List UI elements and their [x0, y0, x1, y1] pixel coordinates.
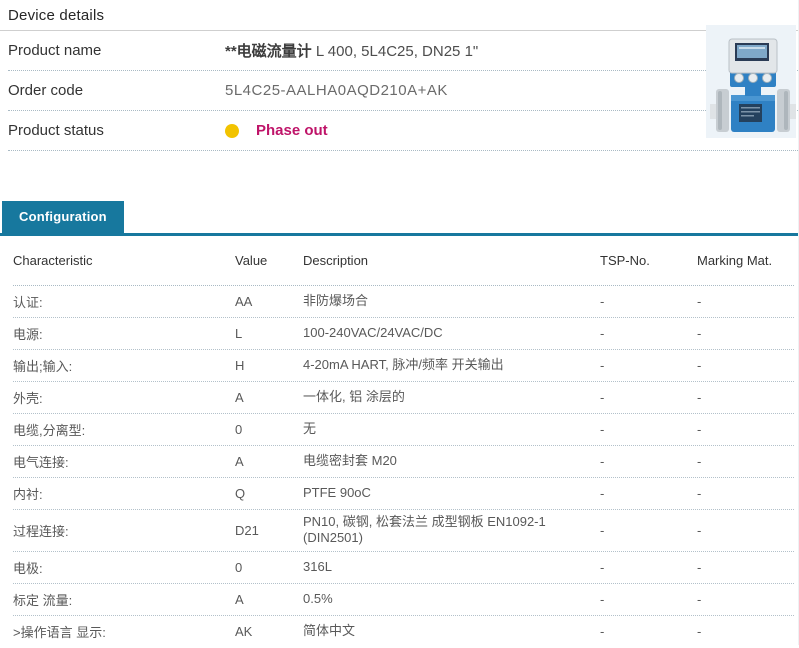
- tab-configuration[interactable]: Configuration: [2, 201, 124, 233]
- cell-marking: -: [697, 624, 702, 639]
- order-code-label: Order code: [8, 82, 84, 99]
- cell-description: 4-20mA HART, 脉冲/频率 开关输出: [303, 357, 504, 373]
- table-row: 认证: AA 非防爆场合 - -: [13, 286, 794, 318]
- cell-marking: -: [697, 591, 702, 607]
- table-header-row: Characteristic Value Description TSP-No.…: [13, 236, 794, 286]
- table-row: 内衬: Q PTFE 90oC - -: [13, 478, 794, 510]
- cell-description: 0.5%: [303, 590, 333, 606]
- cell-characteristic: >操作语言 显示:: [13, 625, 106, 640]
- product-name-value: **电磁流量计 L 400, 5L4C25, DN25 1": [225, 40, 478, 61]
- product-image[interactable]: [706, 25, 796, 138]
- table-row: 电源: L 100-240VAC/24VAC/DC - -: [13, 318, 794, 350]
- header-marking: Marking Mat.: [697, 253, 773, 268]
- cell-description: 316L: [303, 558, 332, 574]
- cell-value: A: [235, 454, 244, 469]
- cell-value: L: [235, 326, 243, 341]
- product-name-bold: **电磁流量计: [225, 43, 312, 60]
- cell-description: PTFE 90oC: [303, 485, 371, 501]
- configuration-table: Characteristic Value Description TSP-No.…: [0, 236, 798, 648]
- table-row: 电缆,分离型: 0 无 - -: [13, 414, 794, 446]
- cell-tsp: -: [600, 422, 605, 437]
- cell-characteristic: 标定 流量:: [13, 592, 73, 608]
- cell-characteristic: 过程连接:: [13, 523, 69, 539]
- cell-tsp: -: [600, 486, 605, 501]
- cell-tsp: -: [600, 390, 605, 405]
- cell-tsp: -: [600, 591, 605, 607]
- cell-value: Q: [235, 486, 246, 501]
- cell-tsp: -: [600, 522, 605, 538]
- cell-value: AK: [235, 624, 253, 639]
- title-divider: [0, 30, 798, 31]
- product-name-label: Product name: [8, 42, 102, 59]
- table-row: >操作语言 显示: AK 简体中文 - -: [13, 616, 794, 648]
- cell-characteristic: 内衬:: [13, 487, 43, 502]
- cell-marking: -: [697, 358, 702, 373]
- cell-value: 0: [235, 559, 243, 575]
- product-name-row: Product name **电磁流量计 L 400, 5L4C25, DN25…: [8, 31, 798, 71]
- header-characteristic: Characteristic: [13, 253, 93, 268]
- tab-bar: Configuration: [0, 201, 798, 236]
- table-row: 电极: 0 316L - -: [13, 552, 794, 584]
- cell-value: 0: [235, 422, 243, 437]
- cell-marking: -: [697, 486, 702, 501]
- product-status-value: Phase out: [225, 122, 328, 139]
- cell-marking: -: [697, 326, 702, 341]
- cell-characteristic: 电极:: [13, 560, 43, 576]
- cell-description: 一体化, 铝 涂层的: [303, 389, 405, 405]
- cell-value: H: [235, 358, 245, 373]
- cell-value: A: [235, 390, 244, 405]
- cell-description: 100-240VAC/24VAC/DC: [303, 325, 443, 341]
- cell-value: AA: [235, 294, 253, 309]
- cell-marking: -: [697, 390, 702, 405]
- cell-description: 简体中文: [303, 623, 356, 639]
- order-code-row: Order code 5L4C25-AALHA0AQD210A+AK: [8, 71, 798, 111]
- product-status-label: Product status: [8, 122, 104, 139]
- cell-marking: -: [697, 522, 702, 538]
- cell-description: 非防爆场合: [303, 293, 369, 309]
- cell-marking: -: [697, 454, 702, 469]
- header-tsp: TSP-No.: [600, 253, 650, 268]
- header-description: Description: [303, 253, 369, 268]
- header-value: Value: [235, 253, 268, 268]
- cell-tsp: -: [600, 454, 605, 469]
- product-status-row: Product status Phase out: [8, 111, 798, 151]
- cell-characteristic: 认证:: [13, 295, 43, 310]
- cell-tsp: -: [600, 294, 605, 309]
- cell-tsp: -: [600, 358, 605, 373]
- device-details-section: Device details Product name **电磁流量计 L 40…: [0, 0, 798, 151]
- table-row: 标定 流量: A 0.5% - -: [13, 584, 794, 616]
- status-dot-icon: [225, 123, 239, 138]
- cell-characteristic: 电气连接:: [13, 455, 69, 470]
- product-name-rest: L 400, 5L4C25, DN25 1": [311, 43, 479, 60]
- page-title: Device details: [8, 7, 105, 24]
- cell-characteristic: 电缆,分离型:: [13, 423, 86, 438]
- cell-marking: -: [697, 559, 702, 575]
- cell-tsp: -: [600, 559, 605, 575]
- cell-tsp: -: [600, 624, 605, 639]
- cell-marking: -: [697, 422, 702, 437]
- table-row: 外壳: A 一体化, 铝 涂层的 - -: [13, 382, 794, 414]
- cell-description: 无: [303, 421, 317, 437]
- cell-value: A: [235, 591, 244, 607]
- order-code-value: 5L4C25-AALHA0AQD210A+AK: [225, 82, 448, 99]
- table-row: 过程连接: D21 PN10, 碳钢, 松套法兰 成型钢板 EN1092-1 (…: [13, 510, 794, 552]
- cell-characteristic: 外壳:: [13, 391, 43, 406]
- cell-description: 电缆密封套 M20: [303, 453, 397, 469]
- table-row: 电气连接: A 电缆密封套 M20 - -: [13, 446, 794, 478]
- cell-marking: -: [697, 294, 702, 309]
- cell-characteristic: 电源:: [13, 327, 43, 342]
- table-row: 输出;输入: H 4-20mA HART, 脉冲/频率 开关输出 - -: [13, 350, 794, 382]
- cell-tsp: -: [600, 326, 605, 341]
- cell-value: D21: [235, 522, 259, 538]
- status-text: Phase out: [256, 122, 328, 139]
- cell-description: PN10, 碳钢, 松套法兰 成型钢板 EN1092-1 (DIN2501): [303, 514, 546, 546]
- cell-characteristic: 输出;输入:: [13, 359, 73, 374]
